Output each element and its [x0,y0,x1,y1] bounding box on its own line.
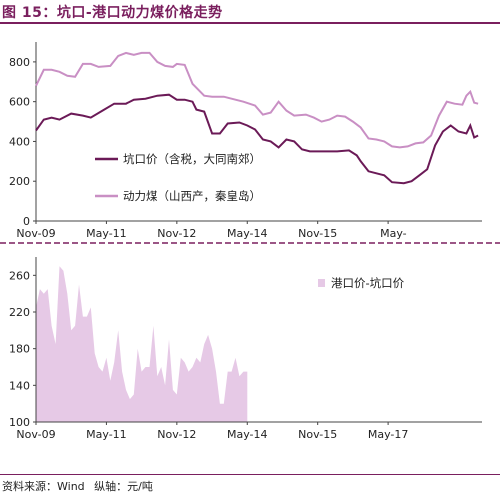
x-tick-label-bottom: Nov-12 [157,428,196,441]
legend-swatch-spread [318,279,325,287]
y-tick-label-top: 600 [9,96,30,109]
y-tick-label-bottom: 220 [9,306,30,319]
x-tick-label-bottom: May-17 [368,428,409,441]
y-tick-label-bottom: 140 [9,379,30,392]
legend-label-1: 坑口价（含税，大同南郊） [123,152,261,166]
footer-divider [0,474,500,475]
x-tick-label-bottom: May-11 [86,428,127,441]
y-tick-label-top: 400 [9,135,30,148]
y-tick-label-top: 200 [9,175,30,188]
x-tick-label-top: May-11 [86,227,127,240]
series-line-2 [35,51,479,149]
x-tick-label-top: May- [380,227,407,240]
x-tick-label-bottom: Nov-09 [16,428,55,441]
source-text: 资料来源：Wind [2,480,85,493]
y-tick-label-top: 800 [9,56,30,69]
title-bar: 图 15：坑口-港口动力煤价格走势 [0,0,500,24]
legend-label-2: 动力煤（山西产，秦皇岛） [123,189,261,203]
x-tick-label-top: Nov-09 [16,227,55,240]
x-tick-label-bottom: Nov-15 [298,428,337,441]
x-tick-label-top: May-14 [227,227,268,240]
unit-text: 纵轴：元/吨 [94,480,153,493]
x-tick-label-top: Nov-15 [298,227,337,240]
series-area-spread [36,266,248,422]
chart-title: 图 15：坑口-港口动力煤价格走势 [2,5,223,21]
x-tick-label-bottom: May-14 [227,428,268,441]
source-note: 资料来源：Wind 纵轴：元/吨 [2,478,159,494]
x-tick-label-top: Nov-12 [157,227,196,240]
y-tick-label-bottom: 180 [9,343,30,356]
legend-label-spread: 港口价-坑口价 [331,276,405,290]
y-tick-label-bottom: 100 [9,416,30,429]
y-tick-label-top: 0 [23,215,30,228]
y-tick-label-bottom: 260 [9,269,30,282]
series-line-1 [35,93,479,185]
chart-canvas: 0 200 400 600 800 Nov-09 May-11 Nov-12 May-14 Nov… [0,42,500,441]
